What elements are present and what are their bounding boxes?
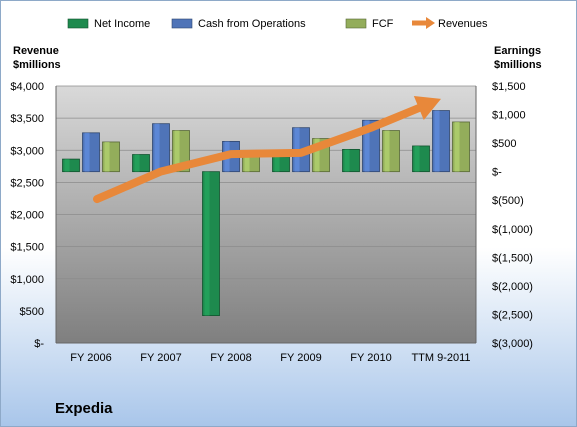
x-tick-label: FY 2009 — [280, 352, 321, 364]
bar-net-income — [202, 171, 220, 316]
x-tick-label: TTM 9-2011 — [411, 352, 470, 364]
right-tick-label: $1,500 — [492, 81, 526, 93]
left-axis-label-line2: $millions — [13, 59, 61, 71]
bar-fcf — [452, 121, 470, 173]
right-tick-label: $- — [492, 167, 502, 179]
bar-net-income — [342, 148, 360, 173]
left-axis-label-line1: Revenue — [13, 45, 59, 57]
right-axis-label-line1: Earnings — [494, 45, 541, 57]
bar-net-income — [62, 158, 80, 173]
x-tick-label: FY 2006 — [70, 352, 111, 364]
bar-cash-from-operations — [432, 110, 450, 173]
bar-cash-from-operations — [82, 132, 100, 173]
right-tick-label: $500 — [492, 138, 516, 150]
legend-item: FCF — [345, 18, 394, 30]
bar-net-income — [412, 145, 430, 173]
svg-text:Net Income: Net Income — [94, 18, 150, 30]
svg-text:Cash from Operations: Cash from Operations — [198, 18, 306, 30]
left-tick-label: $4,000 — [10, 81, 44, 93]
legend-item: Net Income — [67, 18, 150, 30]
left-tick-label: $1,000 — [10, 274, 44, 286]
right-tick-label: $(2,500) — [492, 309, 533, 321]
bar-cash-from-operations — [152, 123, 170, 173]
x-tick-label: FY 2010 — [350, 352, 391, 364]
legend: Net Income Cash from Operations FCF Revenue… — [67, 17, 488, 30]
company-name: Expedia — [55, 400, 113, 417]
revenue-line — [93, 104, 423, 204]
left-tick-label: $2,000 — [10, 210, 44, 222]
left-tick-label: $3,000 — [10, 145, 44, 157]
bar-fcf — [102, 141, 120, 173]
axes-layer: $4,000 $3,500 $3,000 $2,500 $2,000 $1,500 $1,0… — [10, 81, 533, 364]
right-tick-label: $(2,000) — [492, 281, 533, 293]
right-tick-label: $1,000 — [492, 110, 526, 122]
bar-fcf — [382, 130, 400, 173]
svg-text:Revenues: Revenues — [438, 18, 488, 30]
right-axis-label-line2: $millions — [494, 59, 542, 71]
left-tick-label: $3,500 — [10, 113, 44, 125]
revenue-arrowhead — [413, 95, 441, 121]
x-tick-label: FY 2007 — [140, 352, 181, 364]
right-tick-label: $(1,500) — [492, 252, 533, 264]
bar-net-income — [132, 154, 150, 173]
left-tick-label: $1,500 — [10, 242, 44, 254]
legend-item: Cash from Operations — [171, 18, 306, 30]
left-tick-label: $- — [34, 338, 44, 350]
legend-item: Revenues — [412, 17, 488, 30]
x-tick-label: FY 2008 — [210, 352, 251, 364]
right-tick-label: $(500) — [492, 195, 524, 207]
left-tick-label: $2,500 — [10, 177, 44, 189]
right-tick-label: $(3,000) — [492, 338, 533, 350]
left-tick-label: $500 — [20, 306, 44, 318]
revenue-arrow-layer — [93, 95, 441, 204]
bar-net-income — [272, 156, 290, 173]
svg-text:FCF: FCF — [372, 18, 394, 30]
right-tick-label: $(1,000) — [492, 224, 533, 236]
